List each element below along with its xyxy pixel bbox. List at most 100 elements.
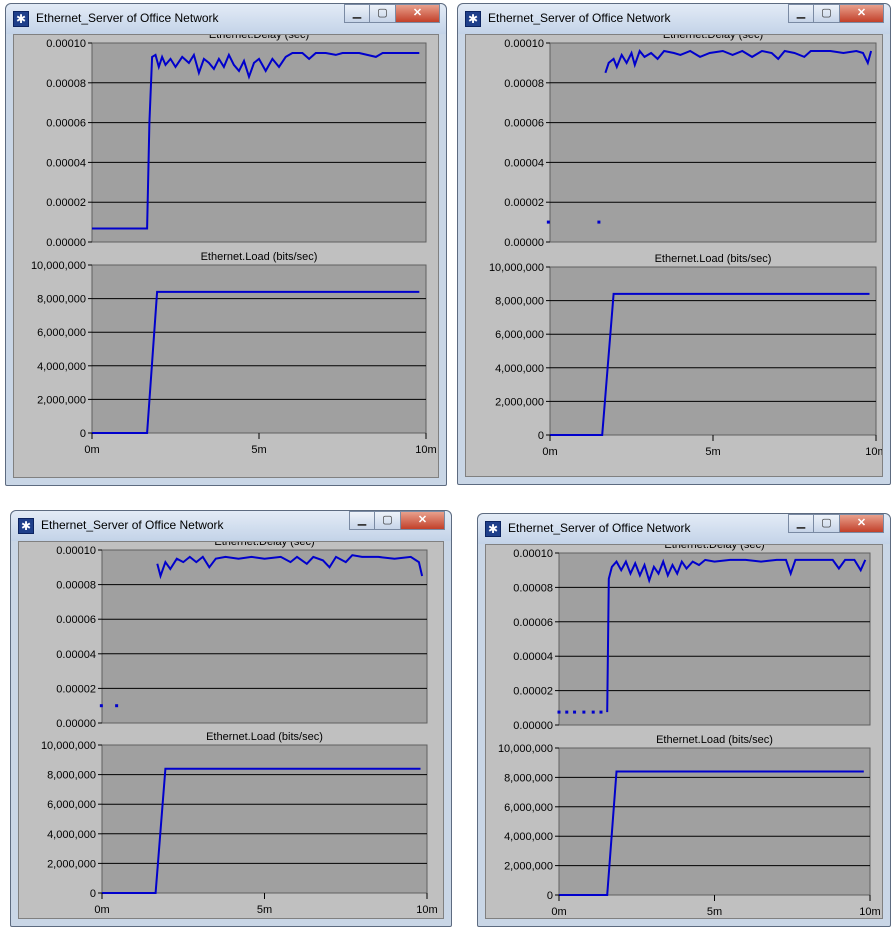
title-bar[interactable]: ✱ Ethernet_Server of Office Network ▁ ▢ …: [478, 514, 890, 544]
delay-y-tick-label: 0.00008: [513, 582, 553, 594]
x-tick-label: 0m: [542, 446, 557, 458]
graph-icon: ✱: [485, 521, 501, 537]
chart-window-top-left[interactable]: ✱ Ethernet_Server of Office Network ▁ ▢ …: [5, 3, 447, 486]
x-tick-label: 10m: [865, 446, 883, 458]
maximize-icon[interactable]: ▢: [375, 511, 401, 530]
graph-icon: ✱: [465, 11, 481, 27]
chart-panel: 0.00010 0.00008 0.00006 0.00004 0.00002 0.000…: [485, 544, 883, 919]
load-plot-area: [558, 747, 871, 896]
load-y-tick-label: 4,000,000: [47, 829, 96, 841]
load-y-tick-label: 4,000,000: [495, 363, 544, 375]
chart-svg: 0.00010 0.00008 0.00006 0.00004 0.00002 0.000…: [498, 545, 881, 918]
delay-y-tick-label: 0.00006: [513, 617, 553, 629]
chart-window-bottom-left[interactable]: ✱ Ethernet_Server of Office Network ▁ ▢ …: [10, 510, 452, 927]
load-y-tick-label: 10,000,000: [41, 740, 96, 752]
load-chart: 10,000,000 8,000,000 6,000,000 4,000,000 2,0…: [31, 251, 437, 456]
delay-y-tick-label: 0.00002: [504, 197, 544, 209]
chart-svg: 0.00010 0.00008 0.00006 0.00004 0.00002 0.000…: [41, 542, 438, 916]
maximize-icon[interactable]: ▢: [814, 514, 840, 533]
delay-plot-area: [101, 549, 428, 724]
load-series-line: [550, 292, 870, 436]
minimize-icon[interactable]: ▁: [349, 511, 375, 530]
load-plot-area: [101, 744, 428, 894]
close-icon[interactable]: ✕: [840, 4, 884, 23]
chart-svg: 0.00010 0.00008 0.00006 0.00004 0.00002 0.000…: [31, 35, 437, 456]
load-y-tick-label: 8,000,000: [37, 294, 86, 306]
load-y-tick-label: 8,000,000: [495, 296, 544, 308]
chart-window-top-right[interactable]: ✱ Ethernet_Server of Office Network ▁ ▢ …: [457, 3, 891, 485]
load-y-tick-label: 10,000,000: [489, 262, 544, 274]
delay-data-point: [115, 704, 119, 708]
title-bar[interactable]: ✱ Ethernet_Server of Office Network ▁ ▢ …: [6, 4, 446, 34]
delay-chart-title: Ethernet.Delay (sec): [664, 545, 764, 551]
close-icon[interactable]: ✕: [840, 514, 884, 533]
delay-data-point: [546, 220, 550, 224]
load-y-tick-label: 2,000,000: [47, 858, 96, 870]
chart-window-bottom-right[interactable]: ✱ Ethernet_Server of Office Network ▁ ▢ …: [477, 513, 891, 927]
delay-y-tick-label: 0.00004: [46, 157, 86, 169]
load-y-tick-label: 2,000,000: [37, 394, 86, 406]
load-y-tick-label: 8,000,000: [504, 772, 553, 784]
title-bar[interactable]: ✱ Ethernet_Server of Office Network ▁ ▢ …: [458, 4, 890, 34]
load-y-tick-label: 0: [538, 430, 544, 442]
load-y-tick-label: 4,000,000: [504, 831, 553, 843]
load-y-tick-label: 10,000,000: [498, 743, 553, 755]
delay-y-tick-label: 0.00010: [504, 38, 544, 50]
load-chart-title: Ethernet.Load (bits/sec): [656, 734, 773, 746]
delay-y-tick-label: 0.00000: [513, 720, 553, 732]
delay-y-tick-label: 0.00002: [46, 197, 86, 209]
delay-chart-title: Ethernet.Delay (sec): [214, 542, 314, 548]
delay-y-tick-label: 0.00006: [504, 118, 544, 130]
delay-y-tick-label: 0.00008: [46, 78, 86, 90]
delay-y-tick-label: 0.00008: [56, 580, 96, 592]
load-y-tick-label: 10,000,000: [31, 260, 86, 272]
delay-y-tick-label: 0.00000: [504, 237, 544, 249]
load-series-line: [102, 767, 421, 894]
close-icon[interactable]: ✕: [396, 4, 440, 23]
window-title: Ethernet_Server of Office Network: [36, 11, 219, 25]
delay-y-tick-label: 0.00010: [56, 545, 96, 557]
chart-svg: 0.00010 0.00008 0.00006 0.00004 0.00002 0.000…: [489, 35, 883, 458]
graph-icon: ✱: [18, 518, 34, 534]
delay-data-point: [597, 220, 601, 224]
delay-chart: 0.00010 0.00008 0.00006 0.00004 0.00002 0.000…: [46, 35, 427, 249]
delay-series-line: [92, 52, 420, 230]
load-y-tick-label: 6,000,000: [495, 329, 544, 341]
delay-series-line: [156, 554, 424, 580]
delay-y-tick-label: 0.00004: [513, 651, 553, 663]
graph-icon: ✱: [13, 11, 29, 27]
load-y-tick-label: 0: [547, 890, 553, 902]
delay-y-tick-label: 0.00006: [46, 118, 86, 130]
x-tick-label: 0m: [84, 444, 99, 456]
x-tick-label: 5m: [251, 444, 266, 456]
delay-data-point: [557, 710, 561, 714]
title-bar[interactable]: ✱ Ethernet_Server of Office Network ▁ ▢ …: [11, 511, 451, 541]
maximize-icon[interactable]: ▢: [370, 4, 396, 23]
close-icon[interactable]: ✕: [401, 511, 445, 530]
delay-y-tick-label: 0.00000: [56, 718, 96, 730]
load-y-tick-label: 4,000,000: [37, 361, 86, 373]
x-tick-label: 5m: [707, 906, 722, 918]
minimize-icon[interactable]: ▁: [788, 4, 814, 23]
maximize-icon[interactable]: ▢: [814, 4, 840, 23]
load-chart-title: Ethernet.Load (bits/sec): [206, 731, 323, 743]
window-title: Ethernet_Server of Office Network: [41, 518, 224, 532]
minimize-icon[interactable]: ▁: [788, 514, 814, 533]
load-y-tick-label: 0: [80, 428, 86, 440]
delay-y-tick-label: 0.00006: [56, 614, 96, 626]
x-tick-label: 0m: [551, 906, 566, 918]
delay-plot-area: [558, 552, 871, 726]
delay-y-tick-label: 0.00010: [46, 38, 86, 50]
load-plot-area: [91, 264, 427, 434]
delay-series-line: [606, 558, 867, 713]
load-chart-title: Ethernet.Load (bits/sec): [201, 251, 318, 263]
delay-chart-title: Ethernet.Delay (sec): [663, 35, 763, 41]
delay-data-point: [573, 710, 577, 714]
load-series-line: [92, 290, 420, 434]
minimize-icon[interactable]: ▁: [344, 4, 370, 23]
delay-y-tick-label: 0.00008: [504, 78, 544, 90]
x-tick-label: 10m: [416, 904, 437, 916]
x-tick-label: 10m: [415, 444, 436, 456]
load-chart: 10,000,000 8,000,000 6,000,000 4,000,000 2,0…: [41, 731, 438, 916]
chart-panel: 0.00010 0.00008 0.00006 0.00004 0.00002 0.000…: [13, 34, 439, 478]
